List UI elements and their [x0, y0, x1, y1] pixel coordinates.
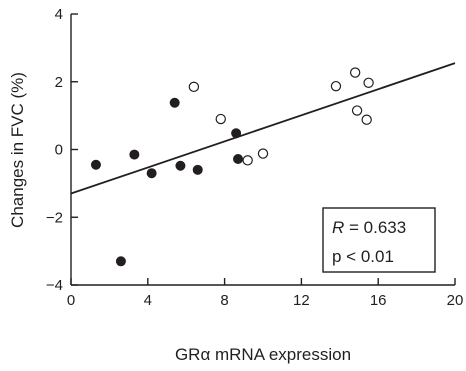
x-tick-label: 12 — [293, 292, 310, 309]
y-axis-title: Changes in FVC (%) — [8, 72, 27, 228]
y-ticks: −4 −2 0 2 4 — [46, 6, 78, 294]
y-tick-label: −2 — [46, 209, 63, 226]
x-ticks: 0 4 8 12 16 20 — [67, 278, 464, 309]
filled-data-point — [129, 149, 140, 160]
stat-annotation: R = 0.633 p < 0.01 — [322, 207, 436, 273]
y-tick-label: 4 — [55, 6, 63, 23]
open-data-point — [215, 113, 226, 125]
filled-data-point — [231, 128, 242, 139]
open-data-point — [188, 81, 200, 93]
r-symbol: R — [332, 218, 344, 237]
r-value: = 0.633 — [344, 218, 406, 237]
open-data-point — [242, 155, 253, 166]
x-tick-label: 16 — [370, 292, 387, 309]
x-axis: 0 4 8 12 16 20 — [67, 278, 464, 309]
regression-line — [70, 62, 456, 195]
x-tick-label: 20 — [447, 292, 464, 309]
open-data-point — [349, 67, 361, 78]
filled-data-point — [175, 160, 186, 171]
stat-box — [322, 207, 436, 273]
filled-data-point — [192, 164, 203, 175]
x-axis-title: GRα mRNA expression — [175, 345, 351, 364]
filled-data-point — [115, 256, 126, 267]
x-tick-label: 4 — [144, 292, 152, 309]
filled-data-point — [90, 159, 101, 170]
open-data-point — [330, 80, 342, 92]
filled-data-point — [169, 97, 180, 108]
open-data-point — [363, 77, 374, 88]
y-tick-label: −4 — [46, 277, 63, 294]
filled-data-point — [146, 168, 157, 179]
y-tick-label: 0 — [55, 142, 63, 159]
y-tick-label: 2 — [55, 74, 63, 91]
filled-data-point — [233, 153, 244, 164]
open-data-point — [257, 148, 269, 159]
open-data-point — [351, 105, 363, 116]
x-tick-label: 0 — [67, 292, 75, 309]
y-axis: −4 −2 0 2 4 — [46, 6, 78, 294]
x-tick-label: 8 — [220, 292, 228, 309]
r-value-text: R = 0.633 — [332, 218, 406, 237]
p-value-text: p < 0.01 — [332, 247, 394, 266]
open-data-point — [361, 114, 372, 125]
data-points — [90, 67, 374, 267]
